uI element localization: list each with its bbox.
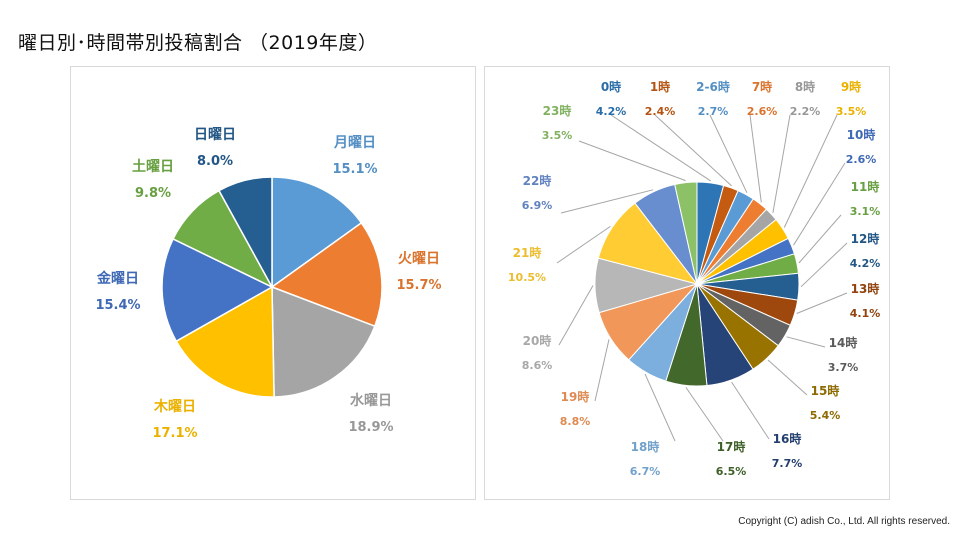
hourly-value-label-4: 2.2%: [790, 105, 821, 118]
hourly-category-label-4: 8時: [795, 79, 815, 94]
weekday-value-label-3: 17.1%: [152, 426, 197, 441]
hourly-value-label-12: 7.7%: [772, 457, 803, 470]
hourly-category-label-19: 23時: [543, 103, 572, 118]
hourly-leader-line-5: [783, 114, 838, 228]
hourly-leader-line-17: [556, 225, 611, 264]
hourly-leader-line-1: [654, 114, 732, 187]
hourly-value-label-9: 4.1%: [850, 307, 881, 320]
hourly-value-label-15: 8.8%: [560, 415, 591, 428]
hourly-category-label-1: 1時: [650, 79, 670, 94]
weekday-category-label-1: 火曜日: [398, 251, 440, 267]
weekday-value-label-1: 15.7%: [396, 278, 441, 293]
hourly-leader-line-18: [560, 189, 654, 214]
weekday-category-label-6: 日曜日: [194, 127, 236, 143]
weekday-slice-6: [217, 176, 273, 288]
hourly-slice-19: [674, 181, 698, 285]
weekday-value-label-0: 15.1%: [332, 162, 377, 177]
weekday-slice-3: [175, 285, 275, 398]
page-title: 曜日別･時間帯別投稿割合 （2019年度）: [18, 32, 378, 54]
hourly-leader-line-13: [685, 387, 724, 442]
hourly-value-label-6: 2.6%: [846, 153, 877, 166]
hourly-leader-line-6: [793, 162, 846, 246]
hourly-leader-line-8: [800, 242, 848, 288]
hourly-value-label-3: 2.6%: [747, 105, 778, 118]
hourly-leader-line-10: [786, 336, 826, 348]
weekday-slice-0: [271, 176, 363, 289]
hourly-value-label-0: 4.2%: [596, 105, 627, 118]
hourly-leader-line-15: [594, 339, 610, 402]
hourly-leader-line-12: [731, 381, 770, 440]
hourly-leader-line-2: [709, 114, 748, 193]
hourly-category-label-0: 0時: [601, 79, 621, 94]
weekday-category-label-0: 月曜日: [333, 135, 376, 151]
hourly-value-label-1: 2.4%: [645, 105, 676, 118]
hourly-category-label-16: 20時: [523, 333, 552, 348]
hourly-value-label-17: 10.5%: [508, 271, 546, 284]
hourly-category-label-8: 12時: [851, 231, 880, 246]
hourly-category-label-15: 19時: [561, 389, 590, 404]
hourly-value-label-8: 4.2%: [850, 257, 881, 270]
hourly-value-label-13: 6.5%: [716, 465, 747, 478]
hourly-category-label-17: 21時: [513, 245, 542, 260]
weekday-category-label-4: 金曜日: [96, 270, 139, 287]
hourly-pie-chart: 0時 4.2% 1時 2.4% 2-6時 2.7% 7時 2.6% 8時 2.2% 9時 3.5% 10…: [508, 79, 881, 478]
hourly-category-label-18: 22時: [523, 173, 552, 188]
weekday-pie-chart: 月曜日 15.1% 火曜日 15.7% 水曜日 18.9% 木曜日 17.1% 金曜日 15.4%…: [95, 127, 441, 441]
copyright-notice: Copyright (C) adish Co., Ltd. All rights…: [738, 516, 950, 527]
weekday-category-label-2: 水曜日: [350, 392, 392, 409]
weekday-slice-1: [270, 221, 383, 328]
hourly-leader-line-11: [767, 359, 808, 396]
hourly-value-label-14: 6.7%: [630, 465, 661, 478]
hourly-category-label-13: 17時: [717, 439, 746, 454]
hourly-category-label-6: 10時: [847, 127, 876, 142]
hourly-leader-line-7: [798, 214, 842, 264]
hourly-category-label-2: 2-6時: [696, 79, 730, 94]
hourly-category-label-5: 9時: [841, 79, 861, 94]
weekday-pie-panel: 月曜日 15.1% 火曜日 15.7% 水曜日 18.9% 木曜日 17.1% 金曜日 15.4%…: [70, 66, 476, 500]
hourly-value-label-11: 5.4%: [810, 409, 841, 422]
hourly-value-label-7: 3.1%: [850, 205, 881, 218]
hourly-category-label-9: 13時: [851, 281, 880, 296]
hourly-category-label-10: 14時: [829, 335, 858, 350]
hourly-leader-line-19: [578, 140, 686, 182]
weekday-category-label-5: 土曜日: [132, 158, 174, 175]
weekday-value-label-2: 18.9%: [348, 420, 393, 435]
weekday-value-label-4: 15.4%: [95, 298, 140, 313]
hourly-category-label-7: 11時: [851, 179, 880, 194]
hourly-category-label-12: 16時: [773, 431, 802, 446]
hourly-value-label-18: 6.9%: [522, 199, 553, 212]
hourly-pie-panel: 0時 4.2% 1時 2.4% 2-6時 2.7% 7時 2.6% 8時 2.2% 9時 3.5% 10…: [484, 66, 890, 500]
hourly-category-label-14: 18時: [631, 439, 660, 454]
hourly-leader-line-4: [772, 114, 791, 213]
hourly-leader-line-3: [749, 114, 762, 203]
hourly-leader-line-16: [558, 285, 594, 346]
hourly-slice-17: [597, 202, 699, 285]
hourly-leader-line-9: [796, 292, 848, 314]
weekday-value-label-5: 9.8%: [135, 186, 171, 201]
weekday-slice-2: [271, 285, 376, 398]
weekday-category-label-3: 木曜日: [153, 398, 196, 415]
hourly-value-label-16: 8.6%: [522, 359, 553, 372]
hourly-leader-line-0: [610, 114, 711, 182]
weekday-slice-4: [161, 237, 274, 343]
hourly-category-label-11: 15時: [811, 383, 840, 398]
hourly-category-label-3: 7時: [752, 79, 772, 94]
hourly-value-label-10: 3.7%: [828, 361, 859, 374]
hourly-value-label-19: 3.5%: [542, 129, 573, 142]
hourly-value-label-5: 3.5%: [836, 105, 867, 118]
hourly-leader-line-14: [644, 373, 676, 442]
hourly-value-label-2: 2.7%: [698, 105, 729, 118]
weekday-value-label-6: 8.0%: [197, 154, 233, 169]
